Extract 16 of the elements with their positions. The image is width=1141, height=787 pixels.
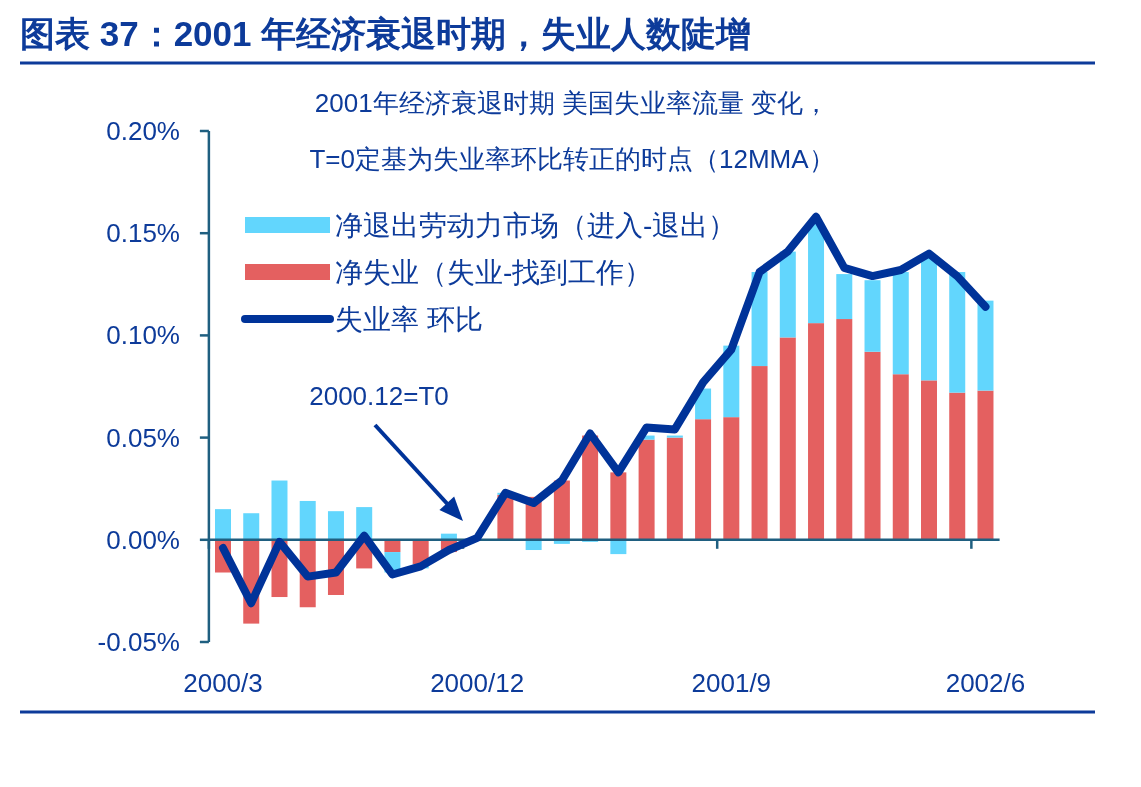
x-tick-label: 2001/9	[691, 668, 772, 698]
legend-label: 净失业（失业-找到工作）	[335, 257, 653, 288]
y-tick-label: 0.05%	[106, 422, 180, 453]
annotation: 2000.12=T0	[309, 381, 449, 411]
y-tick-label: 0.20%	[106, 116, 180, 146]
legend-label: 净退出劳动力市场（进入-退出）	[335, 210, 737, 241]
y-tick-label: 0.15%	[106, 218, 180, 249]
chart-title: 图表 37：2001 年经济衰退时期，失业人数陡增	[20, 14, 752, 53]
x-tick-label: 2000/3	[183, 668, 263, 698]
y-tick-label: 0.00%	[106, 524, 180, 555]
chart-subtitle: 2001年经济衰退时期 美国失业率流量 变化， T=0定基为失业率环比转正的时点（12MMA）	[309, 88, 835, 174]
x-tick-label: 2000/12	[430, 668, 525, 698]
x-tick-label: 2002/6	[945, 668, 1026, 698]
y-tick-label: -0.05%	[97, 627, 180, 657]
y-tick-label: 0.10%	[106, 320, 180, 351]
legend-label: 失业率 环比	[335, 304, 483, 335]
